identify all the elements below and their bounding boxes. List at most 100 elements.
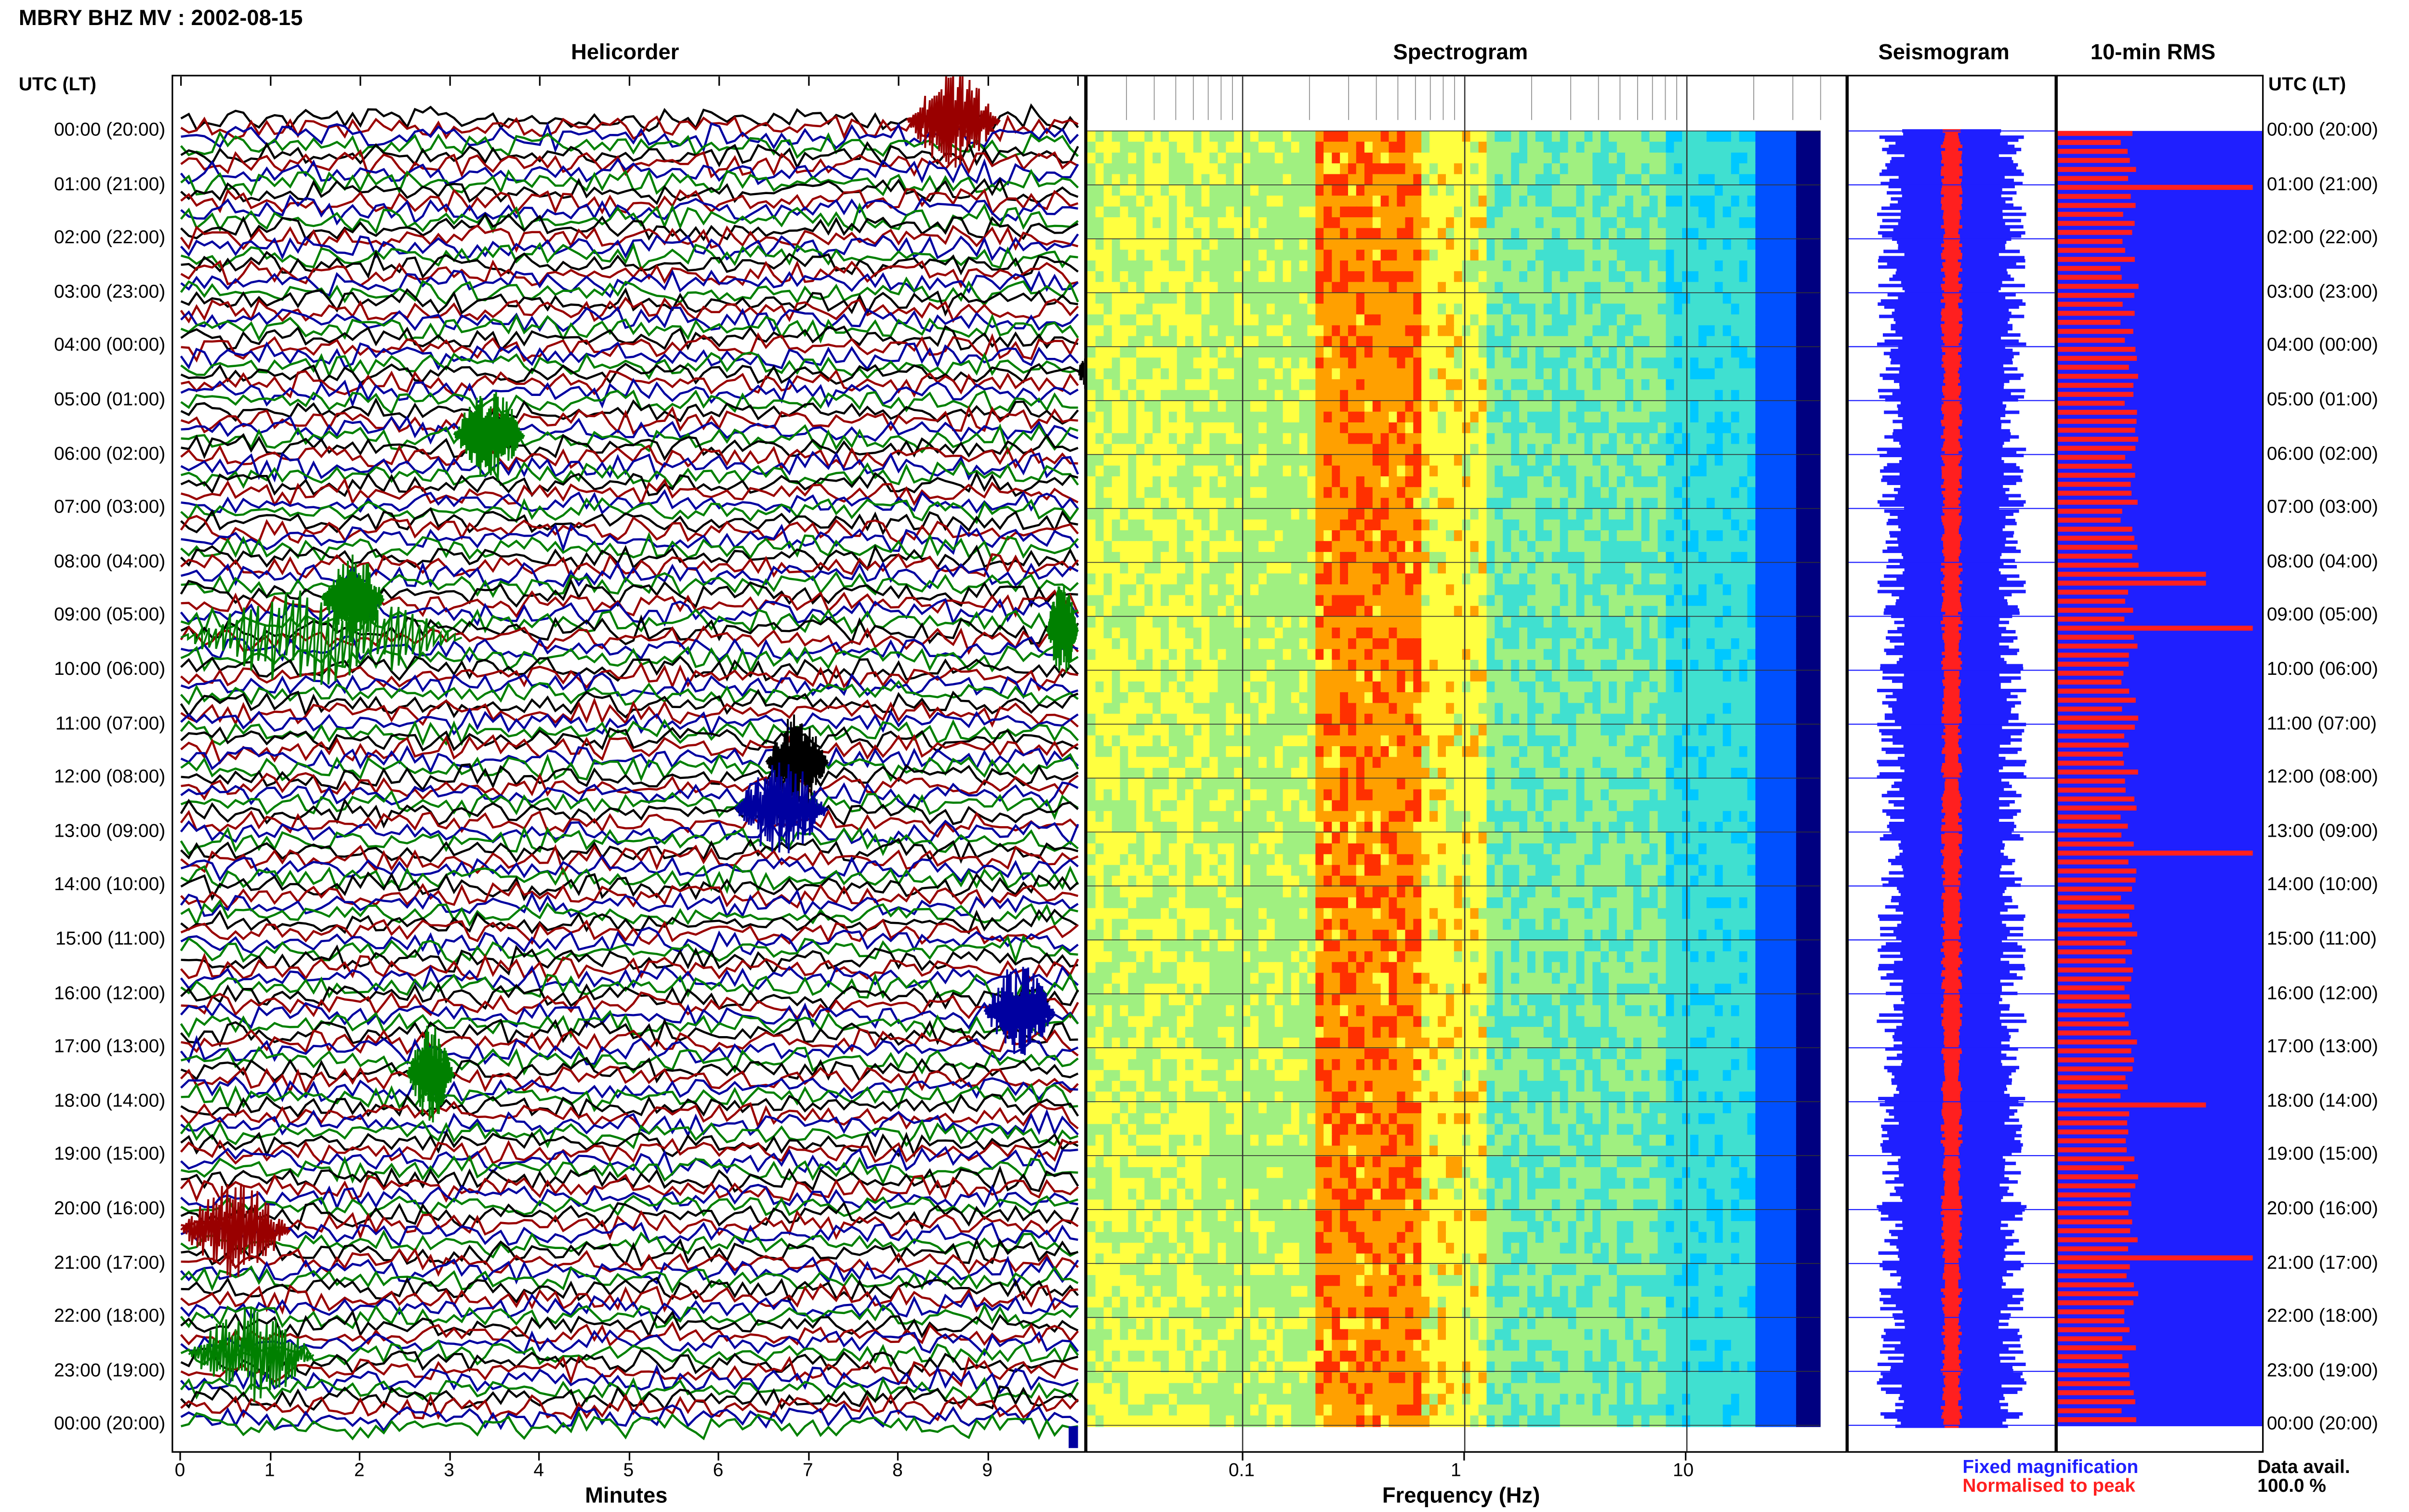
rms-bar <box>2057 373 2138 379</box>
rms-bar <box>2057 176 2128 181</box>
minutes-tick <box>448 1452 450 1461</box>
helicorder-trace-line <box>180 1145 1078 1176</box>
rms-bar <box>2057 1147 2127 1153</box>
helicorder-trace-line <box>181 489 1079 515</box>
rms-bar <box>2057 913 2130 919</box>
time-label-left: 01:00 (21:00) <box>54 172 166 195</box>
rms-bar <box>2057 463 2132 469</box>
helicorder-trace-line <box>180 177 1079 205</box>
minutes-tick <box>179 1452 181 1461</box>
helicorder-end-marker <box>1069 1426 1078 1448</box>
rms-bar <box>2057 850 2253 856</box>
helicorder-panel <box>172 75 1086 1453</box>
time-label-right: 20:00 (16:00) <box>2266 1197 2378 1219</box>
frequency-tick-label: 1 <box>1450 1459 1461 1481</box>
helicorder-trace-line <box>180 477 1079 507</box>
rms-bar <box>2057 644 2138 649</box>
time-label-left: 19:00 (15:00) <box>54 1143 166 1165</box>
helicorder-trace-line <box>180 1119 1079 1149</box>
helicorder-trace-line <box>180 734 1079 765</box>
rms-bar <box>2057 904 2134 910</box>
time-label-right: 15:00 (11:00) <box>2266 927 2377 949</box>
helicorder-trace-line <box>180 224 1079 253</box>
time-label-right: 17:00 (13:00) <box>2266 1035 2378 1057</box>
helicorder-trace-line <box>180 141 1079 170</box>
rms-bar <box>2057 419 2137 424</box>
minutes-tick <box>358 1452 360 1461</box>
time-label-left: 16:00 (12:00) <box>54 981 166 1003</box>
helicorder-trace-line <box>180 1255 1079 1288</box>
rms-bar <box>2057 131 2133 136</box>
spectrogram-plot <box>1087 76 1846 1451</box>
helicorder-trace-line <box>180 1222 1078 1247</box>
time-label-right: 08:00 (04:00) <box>2266 550 2378 572</box>
rms-bar <box>2057 230 2132 235</box>
helicorder-trace-line <box>180 697 1079 728</box>
helicorder-trace-line <box>181 989 1079 1020</box>
time-label-right: 10:00 (06:00) <box>2266 657 2378 680</box>
helicorder-trace-line <box>181 763 1079 792</box>
time-label-left: 14:00 (10:00) <box>54 873 166 895</box>
rms-bar <box>2057 1291 2139 1297</box>
time-label-right: 11:00 (07:00) <box>2266 711 2377 734</box>
helicorder-trace-line <box>180 1393 1079 1421</box>
helicorder-trace-line <box>180 287 1078 317</box>
time-label-left: 03:00 (23:00) <box>54 280 166 302</box>
helicorder-trace-line <box>180 202 1079 235</box>
rms-bar <box>2057 1192 2131 1197</box>
helicorder-traces <box>180 103 1079 1441</box>
rms-bar <box>2057 1156 2134 1162</box>
rms-bar <box>2057 940 2126 946</box>
rms-bar <box>2057 715 2139 721</box>
rms-bar <box>2057 221 2135 226</box>
helicorder-trace-line <box>180 169 1079 197</box>
time-label-left: 05:00 (01:00) <box>54 388 166 410</box>
helicorder-trace-line <box>181 571 1079 600</box>
time-label-left: 02:00 (22:00) <box>54 226 166 249</box>
rms-bar <box>2057 1165 2124 1170</box>
helicorder-trace-line <box>180 1355 1079 1387</box>
minutes-tick-label: 7 <box>802 1459 813 1481</box>
rms-panel <box>2056 75 2264 1453</box>
time-label-right: 04:00 (00:00) <box>2266 334 2378 356</box>
rms-bar <box>2057 1327 2130 1332</box>
minutes-axis-label: Minutes <box>585 1482 668 1508</box>
rms-bar <box>2057 688 2130 694</box>
time-label-right: 16:00 (12:00) <box>2266 981 2378 1003</box>
rms-bar <box>2057 751 2123 757</box>
rms-bar <box>2057 832 2122 838</box>
rms-bar <box>2057 553 2132 559</box>
helicorder-trace-line <box>180 351 1079 380</box>
helicorder-trace-line <box>181 1276 1079 1304</box>
time-label-left: 00:00 (20:00) <box>54 1413 166 1435</box>
time-label-left: 20:00 (16:00) <box>54 1197 166 1219</box>
helicorder-trace-line <box>180 131 1079 160</box>
rms-plot <box>2057 131 2263 1426</box>
helicorder-trace-line <box>180 1183 1078 1212</box>
helicorder-trace-line <box>180 389 1078 415</box>
helicorder-trace-line <box>180 726 1079 753</box>
helicorder-trace-line <box>180 1173 1079 1203</box>
rms-bar <box>2057 1210 2129 1216</box>
helicorder-event <box>180 1183 291 1277</box>
rms-bar <box>2057 796 2134 802</box>
rms-bar <box>2057 922 2132 928</box>
helicorder-event <box>734 762 829 854</box>
helicorder-trace-line <box>180 707 1079 737</box>
helicorder-trace-line <box>180 1201 1079 1231</box>
helicorder-trace-line <box>180 719 1079 746</box>
helicorder-event <box>1077 358 1085 389</box>
time-label-left: 09:00 (05:00) <box>54 604 166 626</box>
helicorder-trace-line <box>180 854 1079 883</box>
helicorder-trace-line <box>180 1283 1078 1315</box>
time-label-right: 02:00 (22:00) <box>2266 226 2378 249</box>
helicorder-trace-line <box>180 212 1079 241</box>
rms-bar <box>2057 490 2132 496</box>
helicorder-trace-line <box>181 1237 1078 1267</box>
helicorder-trace-line <box>180 1065 1079 1094</box>
rms-bar <box>2057 1354 2122 1359</box>
helicorder-trace-line <box>180 507 1078 536</box>
time-label-right: 23:00 (19:00) <box>2266 1359 2378 1381</box>
utc-right-header: UTC (LT) <box>2268 73 2346 95</box>
rms-bar <box>2057 1039 2137 1045</box>
